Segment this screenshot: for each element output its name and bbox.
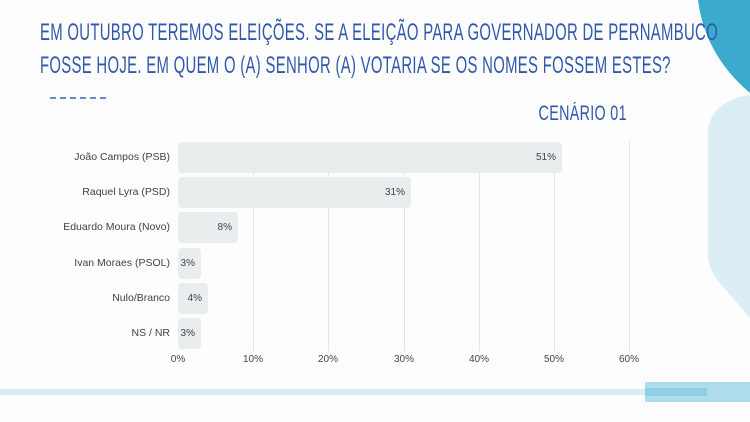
value-label: 4% bbox=[187, 293, 202, 304]
category-label: Eduardo Moura (Novo) bbox=[63, 221, 170, 233]
chart-row: João Campos (PSB) 51% bbox=[0, 142, 750, 173]
gridline bbox=[253, 141, 254, 351]
gridline bbox=[328, 141, 329, 351]
gridline bbox=[629, 141, 630, 351]
chart-row: NS / NR 3% bbox=[0, 318, 750, 349]
teal-corner-shape bbox=[698, 0, 750, 93]
x-axis-tick: 30% bbox=[393, 354, 415, 365]
chart-row: Raquel Lyra (PSD) 31% bbox=[0, 177, 750, 208]
chart-row: Nulo/Branco 4% bbox=[0, 283, 750, 314]
category-label: Raquel Lyra (PSD) bbox=[82, 186, 170, 198]
question-title: EM OUTUBRO TEREMOS ELEIÇÕES. SE A ELEIÇÃ… bbox=[40, 16, 718, 82]
bar: 4% bbox=[178, 283, 208, 314]
lightblue-side-shape bbox=[708, 95, 750, 318]
x-axis-tick: 10% bbox=[242, 354, 264, 365]
x-axis-tick: 50% bbox=[543, 354, 565, 365]
title-dashed-divider bbox=[50, 97, 106, 99]
value-label: 31% bbox=[384, 187, 405, 198]
category-label: NS / NR bbox=[131, 327, 170, 339]
value-label: 3% bbox=[180, 328, 195, 339]
question-title-line2: FOSSE HOJE. EM QUEM O (A) SENHOR (A) VOT… bbox=[40, 52, 671, 79]
category-label: Ivan Moraes (PSOL) bbox=[74, 257, 170, 269]
x-axis-tick: 60% bbox=[618, 354, 640, 365]
category-label: João Campos (PSB) bbox=[74, 151, 170, 163]
x-axis-tick: 0% bbox=[170, 354, 186, 365]
value-label: 3% bbox=[180, 258, 195, 269]
x-axis-tick: 20% bbox=[317, 354, 339, 365]
gridline bbox=[404, 141, 405, 351]
bar: 51% bbox=[178, 142, 562, 173]
bar: 3% bbox=[178, 248, 201, 279]
gridline bbox=[479, 141, 480, 351]
bar: 8% bbox=[178, 212, 238, 243]
bottom-thin-strip bbox=[0, 389, 662, 395]
chart-row: Ivan Moraes (PSOL) 3% bbox=[0, 248, 750, 279]
x-axis-tick: 40% bbox=[468, 354, 490, 365]
gridline bbox=[554, 141, 555, 351]
question-title-line1: EM OUTUBRO TEREMOS ELEIÇÕES. SE A ELEIÇÃ… bbox=[40, 19, 718, 46]
category-label: Nulo/Branco bbox=[112, 292, 170, 304]
value-label: 8% bbox=[217, 222, 232, 233]
value-label: 51% bbox=[535, 152, 556, 163]
bar: 31% bbox=[178, 177, 411, 208]
chart-row: Eduardo Moura (Novo) 8% bbox=[0, 212, 750, 243]
bar: 3% bbox=[178, 318, 201, 349]
scenario-label: CENÁRIO 01 bbox=[538, 102, 627, 125]
bottom-right-inner-strip bbox=[645, 388, 707, 396]
